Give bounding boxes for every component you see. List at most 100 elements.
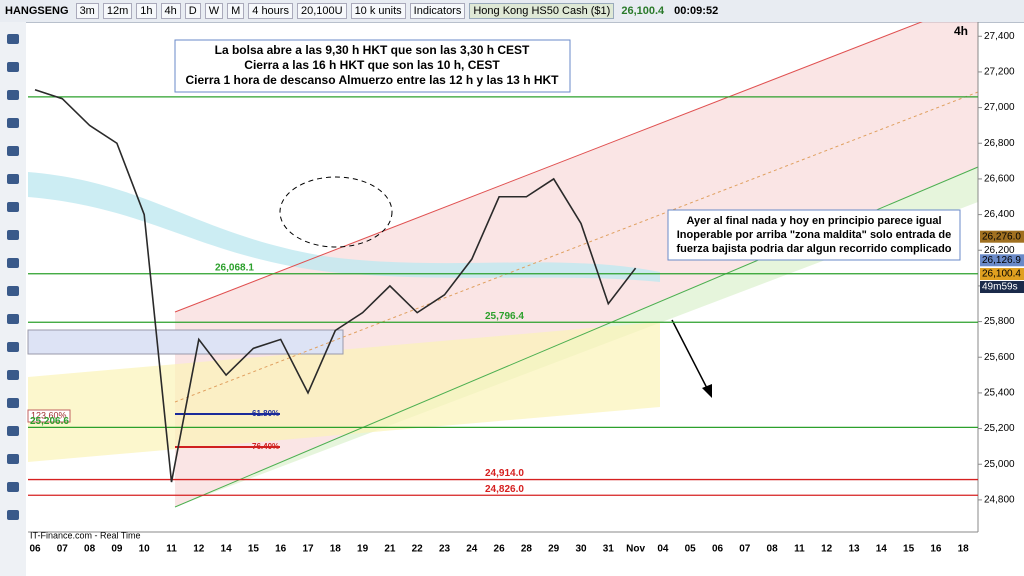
- tool-icon[interactable]: [7, 342, 19, 352]
- x-tick-label: 29: [548, 544, 560, 555]
- ellipse: [279, 176, 393, 248]
- fib-label: 76.40%: [252, 442, 279, 451]
- tool-icon[interactable]: [7, 286, 19, 296]
- x-tick-label: 07: [57, 544, 69, 555]
- tool-icon[interactable]: [7, 34, 19, 44]
- toolbar: HANGSENG 3m 12m 1h 4h D W M 4 hours 20,1…: [0, 0, 1024, 23]
- note-box: [667, 209, 961, 261]
- x-tick-label: 08: [767, 544, 779, 555]
- x-tick-label: 12: [821, 544, 833, 555]
- tool-icon[interactable]: [7, 174, 19, 184]
- instrument: Hong Kong HS50 Cash ($1): [469, 3, 615, 19]
- y-tick-label: 27,400: [984, 31, 1015, 42]
- timeframe: 4h: [954, 24, 968, 38]
- x-tick-label: 17: [302, 544, 314, 555]
- x-tick-label: 09: [111, 544, 123, 555]
- drawing-toolbar: [0, 22, 26, 576]
- chart: La bolsa abre a las 9,30 h HKT que son l…: [0, 22, 1024, 576]
- x-tick-label: 04: [657, 544, 669, 555]
- note: Cierra a las 16 h HKT que son las 10 h, …: [244, 58, 500, 72]
- box: [27, 329, 344, 355]
- tool-icon[interactable]: [7, 90, 19, 100]
- tool-icon[interactable]: [7, 510, 19, 520]
- x-tick-label: 12: [193, 544, 205, 555]
- x-tick-label: 11: [794, 544, 805, 555]
- price-tag-label: 26,276.0: [982, 231, 1021, 242]
- units[interactable]: 10 k units: [350, 3, 406, 19]
- fib-label: 123.60%: [31, 410, 67, 420]
- indicators[interactable]: Indicators: [409, 3, 466, 19]
- tool-icon[interactable]: [7, 454, 19, 464]
- x-tick-label: 07: [739, 544, 751, 555]
- y-tick-label: 26,400: [984, 209, 1015, 220]
- x-tick-label: 22: [412, 544, 424, 555]
- x-tick-label: 13: [848, 544, 860, 555]
- x-tick-label: 24: [466, 544, 478, 555]
- x-tick-label: 30: [575, 544, 587, 555]
- x-tick-label: 08: [84, 544, 96, 555]
- tool-icon[interactable]: [7, 398, 19, 408]
- y-tick-label: 26,800: [984, 138, 1015, 149]
- price-tag: [980, 230, 1024, 243]
- tool-icon[interactable]: [7, 370, 19, 380]
- y-tick-label: 25,600: [984, 352, 1015, 363]
- countdown: 49m59s: [982, 282, 1018, 293]
- price: 26,100.4: [621, 5, 665, 17]
- trend-line: [174, 22, 923, 313]
- countdown-box: [980, 281, 1024, 294]
- x-tick-label: 18: [330, 544, 342, 555]
- fib-label: 61.80%: [252, 409, 279, 418]
- size[interactable]: 20,100U: [296, 3, 347, 19]
- interval[interactable]: D: [184, 3, 201, 19]
- interval[interactable]: 1h: [136, 3, 157, 19]
- interval[interactable]: M: [227, 3, 245, 19]
- x-tick-label: 14: [221, 544, 233, 555]
- y-tick-label: 25,400: [984, 388, 1015, 399]
- x-tick-label: 28: [521, 544, 533, 555]
- x-tick-label: 15: [248, 544, 260, 555]
- note: La bolsa abre a las 9,30 h HKT que son l…: [215, 43, 530, 57]
- price-tag-label: 26,100.4: [982, 269, 1021, 280]
- level-label: 24,914.0: [485, 468, 524, 479]
- x-tick-label: 16: [930, 544, 942, 555]
- x-tick-label: Nov: [626, 544, 645, 555]
- tool-icon[interactable]: [7, 118, 19, 128]
- level-label: 25,206.6: [30, 416, 69, 427]
- price-line: [34, 89, 637, 483]
- interval[interactable]: 3m: [75, 3, 99, 19]
- tool-icon[interactable]: [7, 62, 19, 72]
- arrow: [671, 319, 711, 395]
- tool-icon[interactable]: [7, 426, 19, 436]
- symbol[interactable]: HANGSENG: [5, 5, 69, 17]
- tool-icon[interactable]: [7, 258, 19, 268]
- note-box: [174, 39, 571, 93]
- x-tick-label: 18: [958, 544, 970, 555]
- interval[interactable]: 4h: [160, 3, 181, 19]
- y-tick-label: 26,200: [984, 245, 1015, 256]
- source: IT-Finance.com - Real Time: [30, 530, 141, 540]
- clock: 00:09:52: [674, 5, 719, 17]
- y-tick-label: 27,200: [984, 67, 1015, 78]
- interval[interactable]: W: [204, 3, 224, 19]
- level-label: 25,796.4: [485, 311, 524, 322]
- interval[interactable]: 12m: [102, 3, 133, 19]
- tool-icon[interactable]: [7, 482, 19, 492]
- x-tick-label: 26: [494, 544, 506, 555]
- tool-icon[interactable]: [7, 202, 19, 212]
- x-tick-label: 19: [357, 544, 369, 555]
- price-tag-label: 26,126.9: [982, 255, 1021, 266]
- x-tick-label: 21: [384, 544, 396, 555]
- fib-tag: [27, 409, 71, 423]
- x-tick-label: 16: [275, 544, 287, 555]
- tool-icon[interactable]: [7, 146, 19, 156]
- x-tick-label: 06: [712, 544, 724, 555]
- level-label: 24,826.0: [485, 484, 524, 495]
- period[interactable]: 4 hours: [248, 3, 293, 19]
- tool-icon[interactable]: [7, 230, 19, 240]
- x-tick-label: 10: [139, 544, 151, 555]
- price-tag: [980, 254, 1024, 267]
- y-tick-label: 27,000: [984, 102, 1015, 113]
- tool-icon[interactable]: [7, 314, 19, 324]
- price-tag: [980, 268, 1024, 281]
- note: Cierra 1 hora de descanso Almuerzo entre…: [185, 73, 559, 87]
